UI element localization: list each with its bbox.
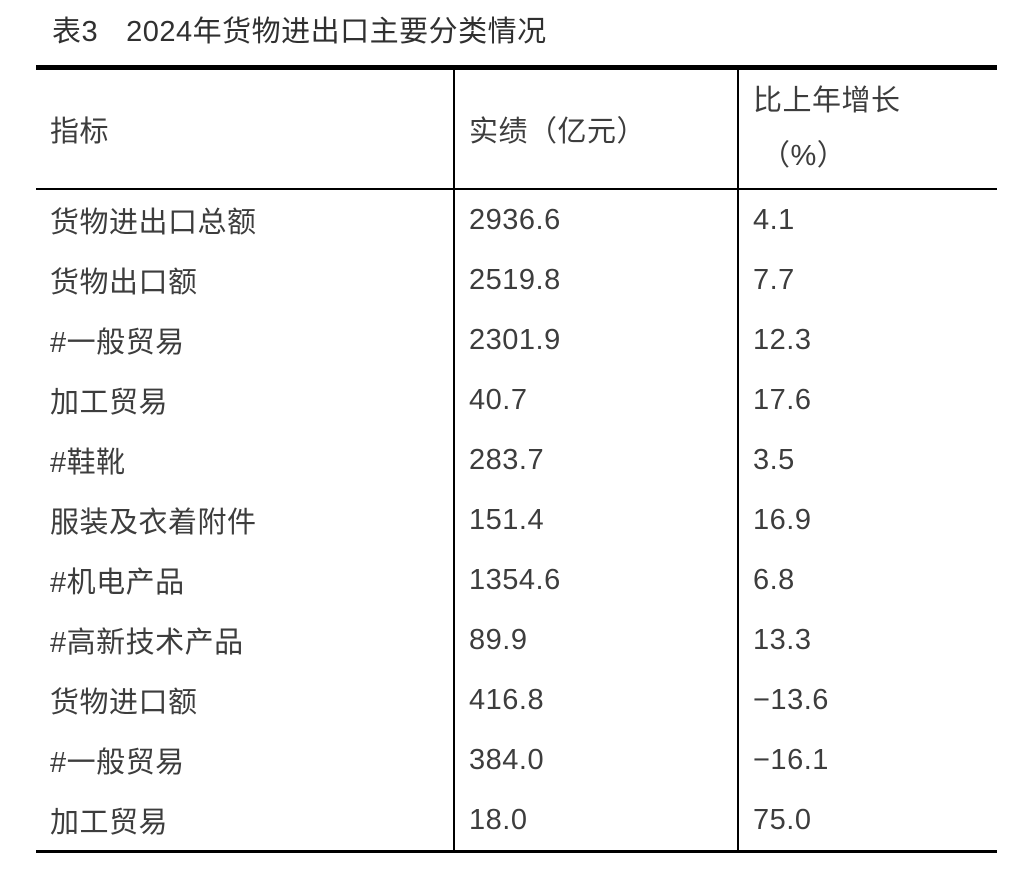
- table-title-text: 2024年货物进出口主要分类情况: [126, 16, 547, 48]
- cell-growth: 75.0: [737, 790, 997, 852]
- cell-value: 283.7: [453, 430, 738, 490]
- cell-growth: 3.5: [737, 430, 997, 490]
- cell-growth: 17.6: [737, 370, 997, 430]
- cell-growth: 13.3: [737, 610, 997, 670]
- cell-growth: −16.1: [737, 730, 997, 790]
- cell-indicator: #高新技术产品: [50, 627, 244, 659]
- header-indicator: 指标: [36, 67, 454, 190]
- table-row: #鞋靴 283.7 3.5: [36, 430, 997, 490]
- cell-growth: 4.1: [737, 189, 997, 250]
- table-row: #高新技术产品 89.9 13.3: [36, 610, 997, 670]
- cell-growth: 12.3: [737, 310, 997, 370]
- trade-classification-table: 指标 实绩（亿元） 比上年增长 （%） 货物进出口总额 2936.6 4.1 货…: [36, 65, 997, 853]
- table-row: 加工贸易 18.0 75.0: [36, 790, 997, 852]
- cell-growth: 7.7: [737, 250, 997, 310]
- cell-indicator: 货物出口额: [50, 267, 198, 299]
- header-growth-line1: 比上年增长: [753, 85, 901, 117]
- table-row: #一般贸易 384.0 −16.1: [36, 730, 997, 790]
- cell-indicator: 货物进口额: [50, 687, 198, 719]
- cell-indicator: #一般贸易: [50, 747, 185, 779]
- cell-indicator: 加工贸易: [50, 807, 169, 839]
- table-row: #机电产品 1354.6 6.8: [36, 550, 997, 610]
- cell-value: 2519.8: [453, 250, 738, 310]
- cell-growth: 6.8: [737, 550, 997, 610]
- cell-growth: −13.6: [737, 670, 997, 730]
- cell-value: 40.7: [453, 370, 738, 430]
- cell-value: 2936.6: [453, 189, 738, 250]
- header-value: 实绩（亿元）: [453, 67, 738, 190]
- table-title-prefix: 表3: [52, 16, 99, 48]
- cell-value: 384.0: [453, 730, 738, 790]
- cell-indicator: 服装及衣着附件: [50, 507, 257, 539]
- cell-growth: 16.9: [737, 490, 997, 550]
- cell-indicator: #机电产品: [50, 567, 185, 599]
- table-row: 服装及衣着附件 151.4 16.9: [36, 490, 997, 550]
- cell-indicator: 加工贸易: [50, 387, 169, 419]
- cell-value: 89.9: [453, 610, 738, 670]
- cell-indicator: 货物进出口总额: [50, 207, 257, 239]
- table-row: 加工贸易 40.7 17.6: [36, 370, 997, 430]
- table-row: #一般贸易 2301.9 12.3: [36, 310, 997, 370]
- cell-value: 416.8: [453, 670, 738, 730]
- header-row: 指标 实绩（亿元） 比上年增长 （%）: [36, 67, 997, 190]
- header-growth: 比上年增长 （%）: [737, 67, 997, 190]
- cell-indicator: #一般贸易: [50, 327, 185, 359]
- cell-value: 151.4: [453, 490, 738, 550]
- table-title: 表3 2024年货物进出口主要分类情况: [52, 15, 547, 49]
- cell-value: 1354.6: [453, 550, 738, 610]
- cell-value: 18.0: [453, 790, 738, 852]
- table-row: 货物进出口总额 2936.6 4.1: [36, 189, 997, 250]
- table-row: 货物出口额 2519.8 7.7: [36, 250, 997, 310]
- header-growth-line2: （%）: [761, 140, 847, 172]
- cell-indicator: #鞋靴: [50, 447, 126, 479]
- table-row: 货物进口额 416.8 −13.6: [36, 670, 997, 730]
- cell-value: 2301.9: [453, 310, 738, 370]
